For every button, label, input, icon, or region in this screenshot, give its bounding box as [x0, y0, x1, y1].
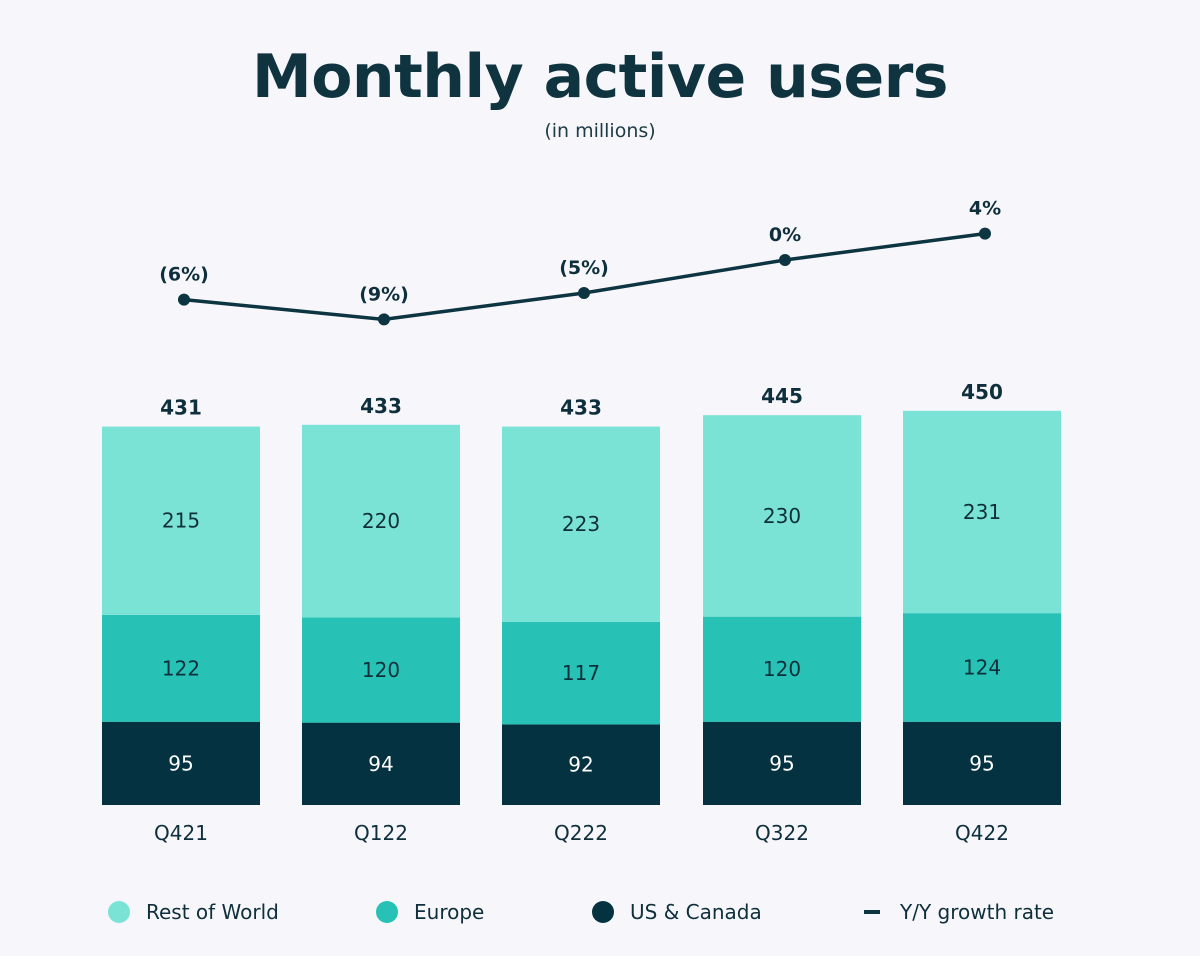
total-value-label: 445 — [761, 384, 803, 408]
bar-segment-rest-of-world-q422 — [903, 410, 1061, 614]
segment-value-label: 92 — [568, 753, 593, 777]
total-value-label: 450 — [961, 380, 1003, 404]
bar-segment-us-canada-q222 — [502, 724, 660, 805]
legend-item-europe: Europe — [376, 900, 484, 924]
x-tick-label: Q222 — [554, 821, 608, 845]
bar-segment-europe-q222 — [502, 621, 660, 725]
x-tick-label: Q322 — [755, 821, 809, 845]
growth-rate-point — [178, 293, 190, 306]
bar-segment-europe-q122 — [302, 617, 460, 723]
bar-segment-europe-q421 — [102, 614, 260, 722]
legend-label: Rest of World — [146, 900, 279, 924]
bar-segment-rest-of-world-q322 — [703, 415, 861, 617]
legend-label: US & Canada — [630, 900, 762, 924]
segment-value-label: 95 — [769, 751, 794, 775]
legend-item-rest-of-world: Rest of World — [108, 900, 279, 924]
segment-value-label: 95 — [168, 751, 193, 775]
bar-segment-europe-q322 — [703, 616, 861, 722]
growth-rate-point — [979, 227, 991, 240]
segment-value-label: 122 — [162, 656, 200, 680]
segment-value-label: 223 — [562, 512, 600, 536]
legend-swatch-growth-rate — [864, 910, 880, 914]
segment-value-label: 117 — [562, 661, 600, 685]
bar-segment-rest-of-world-q222 — [502, 426, 660, 622]
growth-rate-label: (5%) — [559, 257, 609, 279]
legend-item-us-canada: US & Canada — [592, 900, 762, 924]
legend-label: Europe — [414, 900, 485, 924]
legend-item-growth-rate: Y/Y growth rate — [864, 900, 1054, 924]
chart-title: Monthly active users — [251, 42, 949, 112]
x-tick-label: Q421 — [154, 821, 208, 845]
segment-value-label: 124 — [963, 655, 1001, 679]
legend-label: Y/Y growth rate — [900, 900, 1055, 924]
segment-value-label: 220 — [362, 509, 400, 533]
total-value-label: 433 — [360, 394, 402, 418]
growth-rate-label: (9%) — [359, 283, 409, 305]
bar-segment-us-canada-q122 — [302, 722, 460, 805]
segment-value-label: 95 — [969, 751, 994, 775]
bar-segment-us-canada-q322 — [703, 721, 861, 805]
x-tick-label: Q422 — [955, 821, 1009, 845]
x-tick-label: Q122 — [354, 821, 408, 845]
segment-value-label: 230 — [763, 504, 801, 528]
bar-segment-rest-of-world-q421 — [102, 426, 260, 615]
legend-swatch-us-canada — [592, 901, 614, 923]
legend-swatch-rest-of-world — [108, 901, 130, 923]
legend-swatch-europe — [376, 901, 398, 923]
bar-segment-rest-of-world-q122 — [302, 424, 460, 618]
total-value-label: 431 — [160, 396, 202, 420]
growth-rate-label: 0% — [769, 224, 801, 246]
stacked-bar-chart: 95 122 215 431 Q421 94 120 220 433 Q122 92 117 223 43… — [102, 198, 1061, 845]
growth-rate-label: (6%) — [159, 264, 209, 286]
growth-rate-label: 4% — [969, 198, 1001, 220]
segment-value-label: 120 — [763, 657, 801, 681]
bar-segment-europe-q422 — [903, 613, 1061, 722]
growth-rate-point — [578, 287, 590, 299]
total-value-label: 433 — [560, 396, 602, 420]
growth-rate-point — [378, 313, 390, 326]
segment-value-label: 215 — [162, 509, 200, 533]
growth-rate-point — [779, 254, 791, 266]
bar-segment-us-canada-q421 — [102, 721, 260, 805]
legend: Rest of World Europe US & Canada Y/Y gro… — [0, 900, 1200, 936]
chart-subtitle: (in millions) — [544, 120, 656, 142]
segment-value-label: 120 — [362, 658, 400, 682]
bar-segment-us-canada-q422 — [903, 721, 1061, 805]
segment-value-label: 231 — [963, 500, 1001, 524]
segment-value-label: 94 — [368, 752, 393, 776]
